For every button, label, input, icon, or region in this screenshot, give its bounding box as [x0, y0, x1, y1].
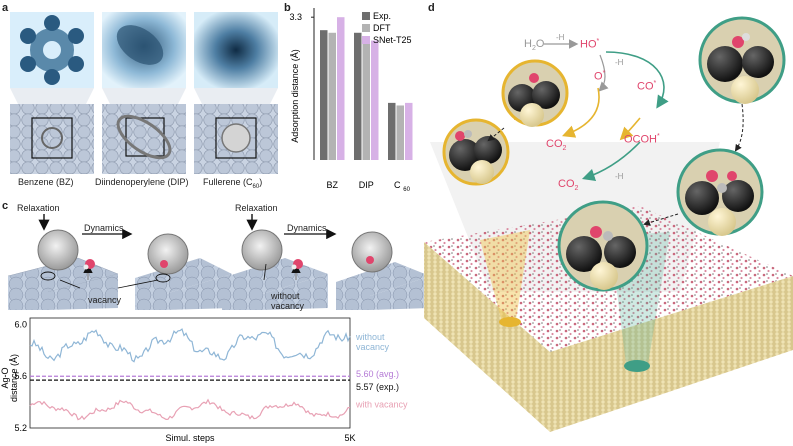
- o-label: O*: [594, 70, 606, 83]
- co2-left-subscript: 2: [562, 145, 567, 153]
- co2-label-right: CO2: [558, 178, 579, 193]
- fullerene-relaxed-2: [241, 229, 283, 271]
- bar-dip-exp-: [354, 32, 362, 161]
- dip-surface: [102, 104, 186, 174]
- minus-h-label-3: -H: [615, 172, 624, 181]
- minus-h-label-2: -H: [615, 58, 624, 67]
- c60-subscript: 60: [252, 183, 260, 190]
- panel-letter-a: a: [2, 2, 9, 14]
- legend-swatch-1: [362, 24, 370, 32]
- avg-label: 5.60 (avg.): [356, 369, 399, 379]
- co-snapshot: [557, 200, 649, 292]
- vacancy-label: vacancy: [88, 295, 122, 305]
- co-label: CO*: [637, 80, 657, 93]
- bz-map: [10, 12, 94, 88]
- legend-swatch-2: [362, 36, 370, 44]
- bz-surface: [10, 104, 94, 174]
- bar-dip-dft: [362, 37, 370, 160]
- legend-label-1: DFT: [373, 23, 391, 33]
- adsorption-distance-chart: 3.3 Adsorption distance (Å) BZ DIP C 60 Exp. DF…: [289, 8, 413, 193]
- o-star: *: [602, 70, 606, 77]
- fullerene-dynamics: [147, 233, 189, 275]
- co-star: *: [653, 80, 657, 87]
- exp-label: 5.57 (exp.): [356, 382, 399, 392]
- bar-bz-dft: [328, 32, 336, 161]
- y-tick-label-1: 5.6: [14, 371, 27, 381]
- c60-label: Fullerene (C60): [203, 177, 263, 190]
- dip-map: [102, 12, 186, 88]
- legend-label-0: Exp.: [373, 11, 391, 21]
- legend-swatch-0: [362, 12, 370, 20]
- plot-ylabel-line-0: Ag-O: [0, 367, 10, 388]
- relaxation-label-1: Relaxation: [17, 203, 60, 213]
- c60-map: [194, 12, 278, 88]
- relaxation-label-2: Relaxation: [235, 203, 278, 213]
- panel-a-figure: [10, 12, 278, 174]
- plot-ylabel-line-1: distance (Å): [9, 354, 19, 402]
- without-vacancy-series-label-0: without: [355, 332, 385, 342]
- c60-surface: [194, 104, 278, 174]
- without-vacancy-label: without vacancy: [271, 291, 305, 311]
- fullerene-dynamics-2: [351, 231, 393, 273]
- bar-c60-dft: [396, 105, 404, 160]
- ho-star: *: [596, 38, 600, 45]
- h2o-subscript: 2: [531, 45, 536, 53]
- minus-h-label-1: -H: [556, 33, 565, 42]
- with-vacancy-series-label: with vacancy: [355, 399, 408, 409]
- legend-label-2: SNet-T25: [373, 35, 412, 45]
- y-tick-label-2: 5.2: [14, 423, 27, 433]
- co2-right-subscript: 2: [574, 185, 579, 193]
- dynamics-label-2: Dynamics: [287, 223, 327, 233]
- fullerene-relaxed: [37, 229, 79, 271]
- dip-label: Diindenoperylene (DIP): [95, 177, 189, 187]
- y-tick-label: 3.3: [289, 12, 302, 22]
- bar-c60-snet-t25: [405, 102, 413, 160]
- y-tick-label-0: 6.0: [14, 319, 27, 329]
- oh-snapshot: [698, 16, 786, 104]
- ho-label: HO*: [580, 38, 600, 51]
- panel-letter-b: b: [284, 2, 291, 14]
- plot-frame: [29, 317, 351, 429]
- bar-bz-snet-t25: [337, 17, 345, 161]
- panel-letter-d: d: [428, 2, 435, 14]
- bar-bz-exp-: [320, 30, 328, 160]
- plot-xlabel: Simul. steps: [165, 433, 215, 443]
- without-vacancy-series: [29, 328, 351, 363]
- x-tick-bz: BZ: [326, 180, 338, 190]
- h2o-label: H2O: [524, 38, 545, 53]
- dynamics-label-1: Dynamics: [84, 223, 124, 233]
- ocoh-label: OCOH*: [624, 133, 660, 146]
- with-vacancy-series: [29, 398, 351, 421]
- y-axis-label: Adsorption distance (Å): [290, 49, 300, 143]
- panel-d-figure: [424, 16, 793, 432]
- bz-label: Benzene (BZ): [18, 177, 74, 187]
- co2-label-left: CO2: [546, 138, 567, 153]
- ag-o-distance-plot: 6.0 5.6 5.2 Ag-O distance (Å) Simul. steps 5K 5…: [0, 317, 408, 443]
- ocoh-star: *: [657, 133, 660, 140]
- x-tick-dip: DIP: [359, 180, 374, 190]
- plot-x-end-label: 5K: [344, 433, 355, 443]
- bar-c60-exp-: [388, 102, 396, 160]
- x-tick-c60: C: [394, 180, 401, 190]
- o-adsorbate-snapshot: [501, 59, 569, 127]
- panel-c-schematic: [7, 214, 430, 310]
- cooh-snapshot: [676, 148, 764, 236]
- co2-snapshot: [442, 118, 510, 186]
- without-vacancy-series-label-1: vacancy: [356, 342, 390, 352]
- panel-letter-c: c: [2, 200, 9, 212]
- x-tick-c60-subscript: 60: [403, 187, 410, 193]
- bar-dip-snet-t25: [371, 40, 379, 161]
